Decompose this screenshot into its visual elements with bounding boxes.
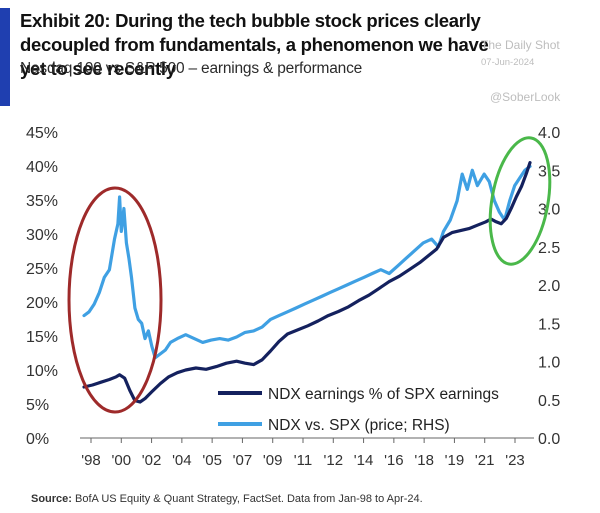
x-tick-label: '19 — [445, 452, 465, 469]
x-tick-label: '04 — [172, 452, 192, 469]
highlight-ellipse-recent — [488, 136, 552, 266]
x-tick-label: '07 — [233, 452, 253, 469]
y-left-tick-label: 45% — [26, 125, 58, 142]
y-left-tick-label: 15% — [26, 329, 58, 346]
chart-title: Exhibit 20: During the tech bubble stock… — [20, 10, 489, 79]
y-right-tick-label: 4.0 — [538, 125, 560, 142]
x-tick-label: '12 — [324, 452, 344, 469]
y-left-tick-label: 0% — [26, 431, 49, 448]
y-right-tick-label: 2.0 — [538, 278, 560, 295]
x-tick-label: '11 — [294, 452, 312, 469]
y-right-tick-label: 3.0 — [538, 202, 560, 219]
x-tick-label: '21 — [475, 452, 495, 469]
source-label: Source: — [31, 493, 72, 505]
y-left-tick-label: 35% — [26, 193, 58, 210]
x-tick-label: '02 — [142, 452, 162, 469]
series-price-line — [82, 164, 532, 360]
source-text: BofA US Equity & Quant Strategy, FactSet… — [75, 493, 423, 505]
source-note: Source: BofA US Equity & Quant Strategy,… — [31, 493, 423, 505]
legend-label: NDX vs. SPX (price; RHS) — [268, 417, 450, 434]
accent-bar — [0, 8, 10, 106]
highlight-ellipse-bubble — [67, 186, 163, 414]
y-left-tick-label: 25% — [26, 261, 58, 278]
y-right-tick-label: 0.0 — [538, 431, 560, 448]
y-right-tick-label: 1.0 — [538, 355, 560, 372]
x-tick-label: '14 — [354, 452, 374, 469]
x-tick-label: '16 — [384, 452, 404, 469]
x-tick-label: '18 — [414, 452, 434, 469]
x-tick-label: '05 — [202, 452, 222, 469]
y-left-tick-label: 10% — [26, 363, 58, 380]
watermark-handle: @SoberLook — [490, 90, 561, 104]
watermark-date: 07-Jun-2024 — [481, 57, 535, 68]
series-earnings-line — [82, 161, 532, 404]
y-left-tick-label: 5% — [26, 397, 49, 414]
x-tick-label: '23 — [505, 452, 525, 469]
y-right-tick-label: 2.5 — [538, 240, 560, 257]
x-tick-label: '09 — [263, 452, 283, 469]
legend-label: NDX earnings % of SPX earnings — [268, 386, 499, 403]
x-tick-label: '00 — [112, 452, 132, 469]
y-right-tick-label: 1.5 — [538, 316, 560, 333]
watermark-site: The Daily Shot — [481, 38, 560, 52]
y-left-tick-label: 40% — [26, 159, 58, 176]
y-left-tick-label: 30% — [26, 227, 58, 244]
chart-subtitle: Nasdaq 100 vs S&P 500 – earnings & perfo… — [20, 60, 363, 77]
y-left-tick-label: 20% — [26, 295, 58, 312]
x-tick-label: '98 — [81, 452, 101, 469]
y-right-tick-label: 0.5 — [538, 393, 560, 410]
